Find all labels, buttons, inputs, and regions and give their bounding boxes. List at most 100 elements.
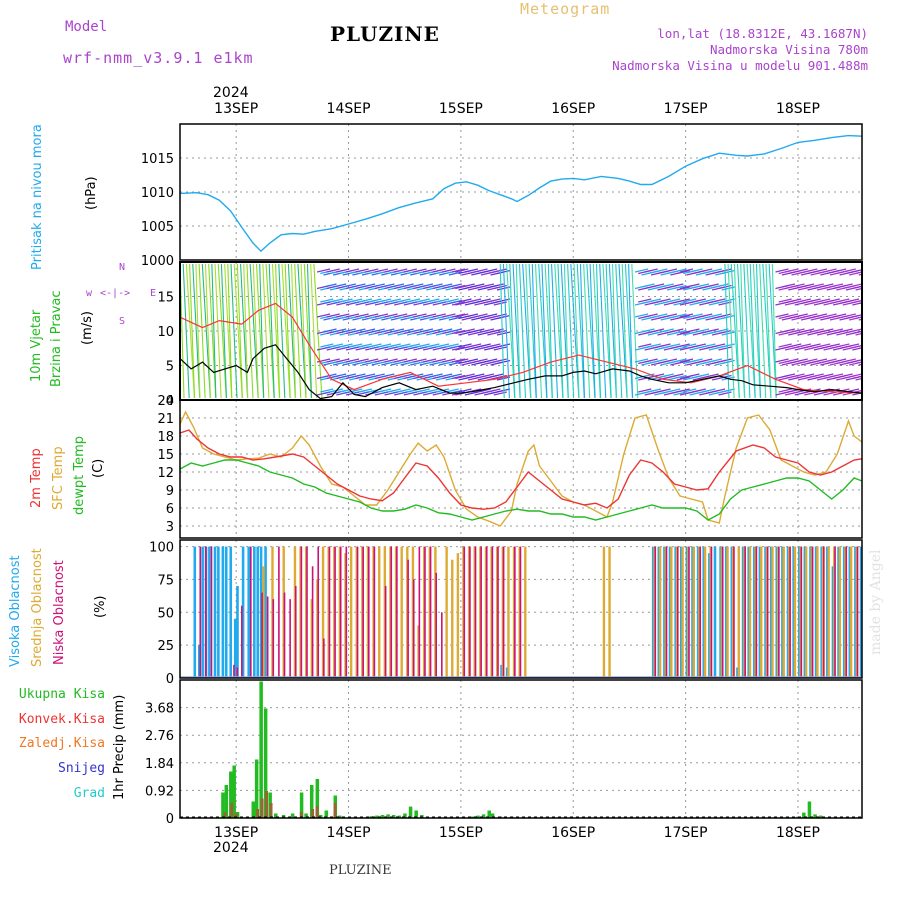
wind-barb-601 <box>634 313 649 318</box>
wind-barb-671 <box>660 283 674 288</box>
cloud-low-bar-43 <box>497 546 499 678</box>
wind-barb-883 <box>778 388 792 393</box>
wind-barb-351 <box>426 298 440 303</box>
x-tick-bottom-16SEP: 16SEP <box>551 825 595 841</box>
wind-barb-581 <box>579 263 586 399</box>
precip-conv-bar-9 <box>315 806 319 818</box>
cloud-mid-bar-55 <box>703 546 707 678</box>
wind-barb-130 <box>345 358 360 363</box>
wind-barb-858 <box>749 263 756 399</box>
cloud-mid-bar-43 <box>524 546 527 678</box>
wind-barb-20 <box>243 263 249 399</box>
wind-barb-880 <box>778 343 792 348</box>
cloud-low-bar-32 <box>418 546 421 678</box>
precip-total-bar-10 <box>274 813 278 818</box>
wind-barb-562 <box>518 263 527 399</box>
precip-total-bar-16 <box>315 779 320 818</box>
wind-barb-717 <box>676 298 690 303</box>
wind-barb-222 <box>378 388 392 393</box>
wind-barb-792 <box>702 343 716 348</box>
cloud-low-bar-18 <box>323 638 325 678</box>
wind-barb-297 <box>406 298 421 303</box>
cloud-low-bar-11 <box>283 592 286 678</box>
cloud-high-bar-20 <box>651 546 655 678</box>
wind-barb-95 <box>333 373 347 378</box>
cloud-high-bar-0 <box>193 546 197 678</box>
cloud-high-bar-6 <box>217 546 220 678</box>
wind-barb-587 <box>599 263 607 399</box>
precip-total-bar-25 <box>391 815 396 818</box>
wind-barb-816 <box>711 298 726 303</box>
cloud-high-bar-25 <box>679 546 683 678</box>
wind-barb-704 <box>670 373 684 378</box>
wind-barb-542 <box>493 329 507 335</box>
wind-barb-346 <box>422 358 437 363</box>
wind-barb-852 <box>730 263 740 399</box>
cloud-low-bar-54 <box>733 546 735 678</box>
panel-frame-4 <box>179 679 863 819</box>
wind-barb-495 <box>477 298 491 303</box>
wind-barb-666 <box>657 343 671 348</box>
wind-barb-838 <box>718 358 732 363</box>
cloud-low-bar-1 <box>205 546 207 678</box>
wind-barb-484 <box>474 268 488 273</box>
y-tick-label: 9 <box>166 484 174 499</box>
cloud-high-bar-14 <box>253 546 256 678</box>
cloud-low-bar-19 <box>328 546 331 678</box>
wind-gust-line <box>179 302 863 394</box>
wind-barb-679 <box>663 268 678 273</box>
wind-barb-934 <box>797 343 812 348</box>
precip-total-bar-15 <box>309 785 314 818</box>
wind-barb-62 <box>323 283 337 288</box>
wind-barb-918 <box>791 373 805 378</box>
wind-barb-577 <box>567 263 575 399</box>
cloud-high-bar-43 <box>781 546 784 678</box>
x-tick-bottom-17SEP: 17SEP <box>664 825 708 841</box>
wind-barb-1080 <box>849 373 862 378</box>
cloud-mid-bar-31 <box>456 553 460 678</box>
wind-barb-855 <box>740 263 746 399</box>
wind-barb-1031 <box>833 313 847 318</box>
wind-dir-w: w <box>86 288 93 299</box>
precip-legend-hail: Grad <box>73 786 105 801</box>
wind-barb-17 <box>233 263 243 399</box>
cloud-low-bar-39 <box>474 546 477 678</box>
wind-barb-12 <box>217 263 227 399</box>
wind-barb-545 <box>493 374 507 380</box>
wind-barb-1077 <box>849 328 862 333</box>
wind-barb-1055 <box>842 268 856 273</box>
wind-barb-5 <box>195 263 201 399</box>
wind-barb-308 <box>410 328 424 333</box>
cloud-mid-bar-8 <box>321 546 325 678</box>
wind-barb-381 <box>435 343 450 348</box>
wind-barb-730 <box>679 358 694 363</box>
wind-barb-966 <box>810 283 824 288</box>
wind-barb-197 <box>371 283 385 288</box>
wind-barb-805 <box>708 268 723 273</box>
wind-barb-840 <box>718 391 732 396</box>
wind-barb-861 <box>759 263 767 399</box>
wind-barb-227 <box>381 328 395 333</box>
dewpoint-line <box>179 459 863 521</box>
wind-barb-262 <box>394 313 408 318</box>
wind-barb-575 <box>560 263 569 399</box>
precip-total-bar-13 <box>299 792 304 818</box>
wind-barb-1093 <box>855 299 862 303</box>
wind-barb-273 <box>397 343 411 348</box>
wind-barb-789 <box>702 298 716 303</box>
wind-barb-800 <box>705 328 719 333</box>
y-tick-label: 3 <box>166 520 174 535</box>
wind-barb-559 <box>509 263 516 399</box>
wind-barb-530 <box>490 283 504 288</box>
wind-barb-41 <box>310 263 318 399</box>
wind-barb-582 <box>583 263 591 399</box>
wind-barb-1097 <box>855 361 862 365</box>
wind-barb-560 <box>512 263 521 399</box>
cloud-low-bar-52 <box>710 546 713 678</box>
wind-barb-21 <box>246 263 254 399</box>
precip-total-bar-29 <box>414 810 418 818</box>
y-tick-label: 0 <box>166 672 174 687</box>
wind-barb-888 <box>781 328 796 333</box>
wind-barb-551 <box>496 331 511 336</box>
cloud-low-bar-15 <box>306 546 308 678</box>
